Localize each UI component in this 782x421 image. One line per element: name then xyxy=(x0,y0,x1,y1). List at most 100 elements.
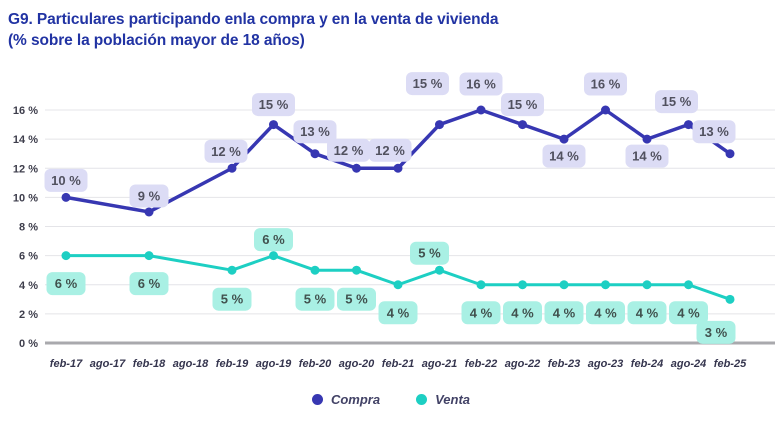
compra-legend-label: Compra xyxy=(330,392,381,407)
data-label-value: 4 % xyxy=(636,305,659,320)
x-axis-tick-label: ago-21 xyxy=(422,358,457,370)
venta-data-label-pill: 4 % xyxy=(669,301,708,325)
data-label-value: 12 % xyxy=(334,143,364,158)
venta-data-point-marker xyxy=(725,294,735,304)
venta-data-label-pill: 6 % xyxy=(254,228,293,252)
compra-data-label-pill: 9 % xyxy=(129,184,169,208)
venta-data-point-marker xyxy=(310,265,320,275)
venta-data-label-pill: 4 % xyxy=(378,301,418,325)
x-axis-tick-label: feb-21 xyxy=(382,358,414,370)
data-label-value: 6 % xyxy=(262,232,285,247)
pill-background xyxy=(410,241,449,265)
x-axis-tick-label: ago-18 xyxy=(173,358,209,370)
venta-data-point-marker xyxy=(393,280,403,290)
data-label-value: 4 % xyxy=(387,305,410,320)
x-axis-tick-label: feb-17 xyxy=(50,358,83,370)
compra-data-point-marker xyxy=(476,105,486,115)
x-axis-tick-label: ago-20 xyxy=(339,358,375,370)
compra-data-label-pill: 13 % xyxy=(692,120,736,144)
data-label-value: 3 % xyxy=(705,325,728,340)
compra-data-point-marker xyxy=(310,149,320,159)
compra-data-label-pill: 13 % xyxy=(293,120,337,144)
pill-background xyxy=(461,301,501,325)
data-label-value: 4 % xyxy=(511,305,534,320)
legend-item-compra: Compra xyxy=(311,392,381,407)
compra-data-point-marker xyxy=(144,207,154,217)
y-axis-tick-label: 16 % xyxy=(13,105,38,117)
data-label-value: 4 % xyxy=(594,305,617,320)
compra-data-label-pill: 14 % xyxy=(625,144,669,168)
venta-data-point-marker xyxy=(518,280,527,290)
data-label-value: 12 % xyxy=(211,144,241,159)
compra-data-label-pill: 10 % xyxy=(44,168,88,192)
compra-data-point-marker xyxy=(352,163,361,173)
chart-figure: G9. Particulares participando enla compr… xyxy=(0,9,782,421)
compra-data-label-pill: 12 % xyxy=(327,138,370,162)
y-axis-tick-label: 12 % xyxy=(13,163,38,175)
chart-title: G9. Particulares participando enla compr… xyxy=(8,9,782,51)
data-label-value: 10 % xyxy=(51,173,81,188)
compra-data-point-marker xyxy=(601,105,610,115)
x-axis-tick-label: feb-25 xyxy=(714,358,747,370)
compra-data-point-marker xyxy=(269,120,278,130)
venta-data-point-marker xyxy=(352,265,361,275)
y-axis-tick-label: 0 % xyxy=(19,338,38,350)
venta-data-label-pill: 3 % xyxy=(696,320,736,344)
compra-data-point-marker xyxy=(642,134,652,144)
data-label-value: 14 % xyxy=(549,149,579,164)
venta-data-label-pill: 4 % xyxy=(627,301,667,325)
pill-background xyxy=(293,120,337,144)
pill-background xyxy=(584,72,627,96)
pill-background xyxy=(378,301,418,325)
pill-background xyxy=(129,184,169,208)
venta-data-point-marker xyxy=(559,280,569,290)
venta-data-point-marker xyxy=(227,265,237,275)
pill-background xyxy=(586,301,625,325)
pill-background xyxy=(669,301,708,325)
venta-data-label-pill: 4 % xyxy=(461,301,501,325)
data-label-value: 5 % xyxy=(418,246,441,261)
data-label-value: 5 % xyxy=(221,292,244,307)
x-axis-tick-label: ago-22 xyxy=(505,358,540,370)
venta-data-point-marker xyxy=(61,251,71,261)
compra-data-point-marker xyxy=(435,120,444,130)
compra-data-point-marker xyxy=(393,163,403,173)
compra-data-label-pill: 14 % xyxy=(542,144,586,168)
venta-data-point-marker xyxy=(435,265,444,275)
venta-data-point-marker xyxy=(642,280,652,290)
venta-legend-label: Venta xyxy=(435,392,471,407)
compra-data-point-marker xyxy=(61,192,71,202)
pill-background xyxy=(627,301,667,325)
pill-background xyxy=(337,287,376,311)
venta-data-label-pill: 4 % xyxy=(544,301,584,325)
data-label-value: 15 % xyxy=(662,94,692,109)
compra-data-label-pill: 15 % xyxy=(406,72,449,96)
compra-data-point-marker xyxy=(684,120,693,130)
x-axis-tick-label: feb-18 xyxy=(133,358,166,370)
venta-data-point-marker xyxy=(269,251,278,261)
data-label-value: 9 % xyxy=(138,188,161,203)
pill-background xyxy=(459,72,503,96)
data-label-value: 5 % xyxy=(304,292,327,307)
pill-background xyxy=(252,93,295,117)
pill-background xyxy=(625,144,669,168)
compra-data-label-pill: 15 % xyxy=(252,93,295,117)
pill-background xyxy=(692,120,736,144)
data-label-value: 16 % xyxy=(466,77,496,92)
data-label-value: 13 % xyxy=(300,124,330,139)
pill-background xyxy=(295,287,335,311)
chart-title-line2: (% sobre la población mayor de 18 años) xyxy=(8,32,305,49)
x-axis-tick-label: feb-19 xyxy=(216,358,249,370)
venta-data-point-marker xyxy=(601,280,610,290)
compra-data-label-pill: 15 % xyxy=(655,90,698,114)
x-axis-tick-label: ago-23 xyxy=(588,358,623,370)
pill-background xyxy=(655,90,698,114)
data-label-value: 15 % xyxy=(259,97,289,112)
venta-data-label-pill: 5 % xyxy=(295,287,335,311)
compra-data-label-pill: 16 % xyxy=(459,72,503,96)
y-axis-tick-label: 2 % xyxy=(19,309,38,321)
compra-data-point-marker xyxy=(559,134,569,144)
chart-legend: Compra Venta xyxy=(0,392,782,407)
venta-data-label-pill: 4 % xyxy=(586,301,625,325)
chart-title-line1: G9. Particulares participando enla compr… xyxy=(8,11,499,28)
